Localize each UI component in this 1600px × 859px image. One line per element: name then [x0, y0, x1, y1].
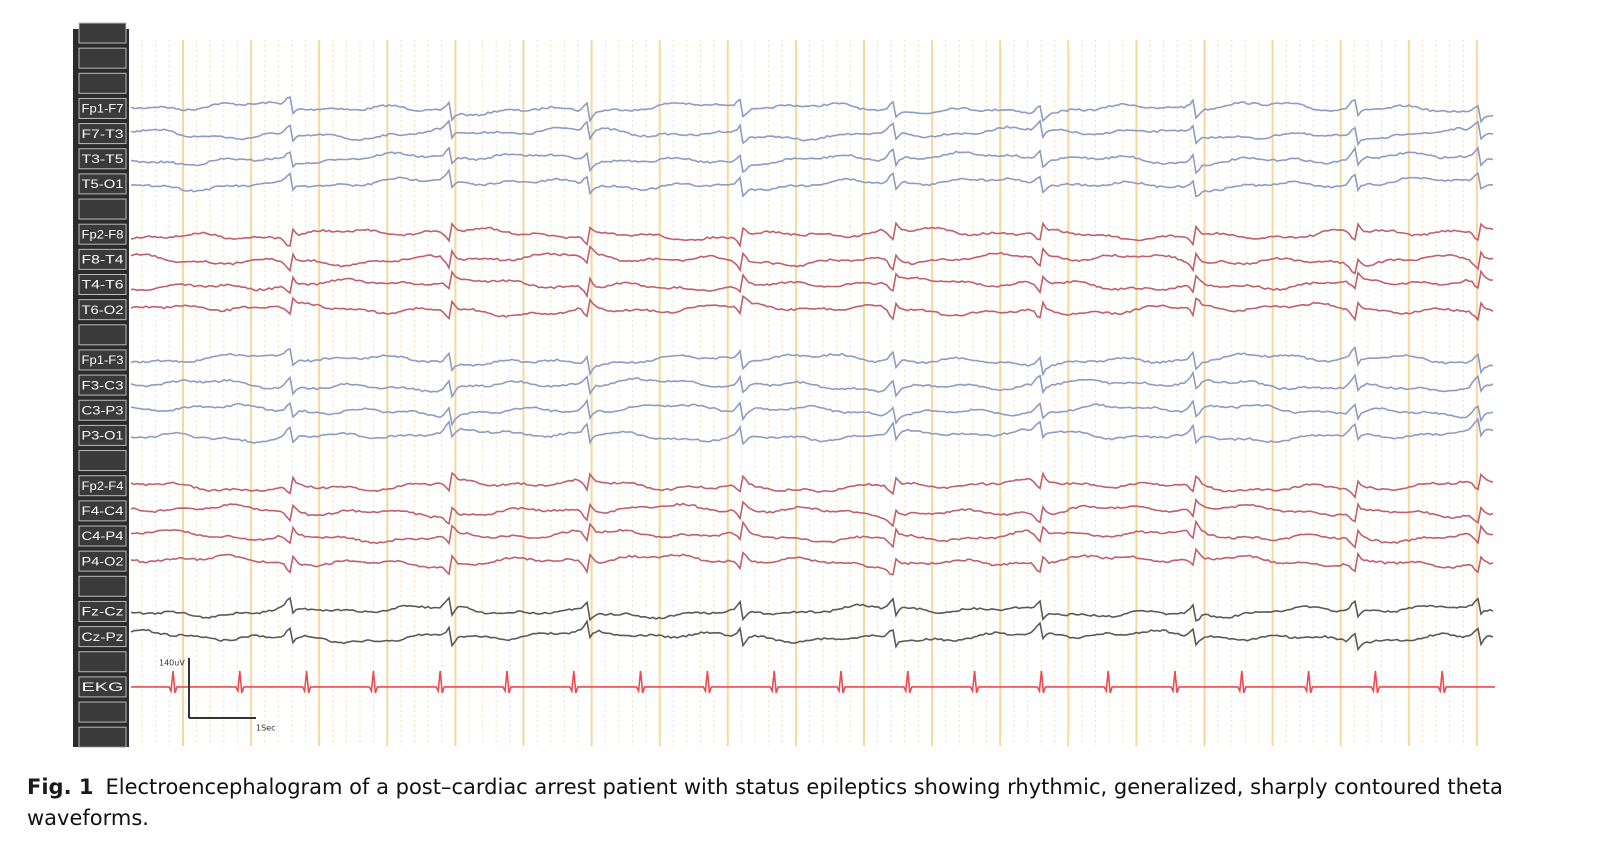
empty-row [78, 324, 127, 346]
eeg-trace [130, 221, 1494, 248]
channel-label: Fp1-F7 [82, 102, 124, 116]
channel-label: T6-O2 [82, 303, 124, 317]
channel-box [78, 424, 127, 446]
channel-box [78, 500, 127, 522]
empty-row [78, 651, 127, 673]
eeg-trace [130, 168, 1494, 198]
channel-label: T3-T5 [82, 152, 124, 166]
channel-label: F4-C4 [82, 504, 124, 518]
eeg-trace [130, 294, 1494, 322]
channel-label: Fp1-F3 [82, 353, 124, 367]
scale-amplitude: 140uV [159, 659, 185, 668]
channel-label: Fz-Cz [82, 605, 124, 619]
empty-row [78, 72, 127, 94]
channel-box [78, 173, 127, 195]
channel-label: Fp2-F8 [82, 227, 124, 241]
channel-label: Cz-Pz [82, 630, 124, 644]
empty-row [78, 47, 127, 69]
channel-box [78, 676, 127, 698]
ekg-trace [131, 670, 1495, 694]
eeg-trace [130, 269, 1494, 299]
channel-label: T4-T6 [82, 278, 124, 292]
channel-box [78, 374, 127, 396]
eeg-trace [130, 471, 1494, 500]
eeg-trace [130, 596, 1494, 622]
channel-box [78, 475, 127, 497]
scale-time: 1Sec [256, 724, 276, 733]
channel-box [78, 349, 127, 371]
eeg-figure: Fp1-F7 F7-T3 T3-T5 T5-O1 Fp2-F8 F8-T4 T4-T6 T6-… [73, 22, 1495, 748]
channel-box [78, 626, 127, 648]
empty-row [78, 701, 127, 723]
empty-row [78, 726, 127, 748]
caption-text: Electroencephalogram of a post–cardiac a… [27, 775, 1503, 830]
channel-box [78, 148, 127, 170]
caption-label: Fig. 1 [27, 775, 94, 799]
caption: Fig. 1 Electroencephalogram of a post–car… [27, 772, 1557, 834]
channel-box [78, 399, 127, 421]
eeg-trace [130, 619, 1494, 652]
channel-label: C4-P4 [82, 529, 124, 543]
eeg-trace [130, 547, 1494, 576]
empty-row [78, 450, 127, 472]
channel-label: C3-P3 [82, 403, 124, 417]
channel-box [78, 123, 127, 145]
empty-row [78, 575, 127, 597]
channel-box [78, 600, 127, 622]
channel-label: F3-C3 [82, 378, 124, 392]
channel-label: F7-T3 [82, 127, 124, 141]
empty-row [78, 22, 127, 44]
channel-box [78, 248, 127, 270]
empty-row [78, 198, 127, 220]
eeg-trace [130, 519, 1494, 550]
channel-label: Fp2-F4 [82, 479, 124, 493]
eeg-trace [130, 417, 1494, 446]
channel-label: P3-O1 [82, 429, 124, 443]
channel-box [78, 97, 127, 119]
channel-box [78, 299, 127, 321]
channel-label: F8-T4 [82, 253, 124, 267]
channel-label: P4-O2 [82, 554, 124, 568]
eeg-trace [130, 146, 1494, 175]
eeg-trace [130, 244, 1494, 275]
channel-label: EKG [82, 680, 124, 694]
eeg-trace [130, 95, 1494, 124]
channel-box [78, 550, 127, 572]
channel-label: T5-O1 [82, 177, 124, 191]
channel-box [78, 525, 127, 547]
eeg-trace [130, 497, 1494, 528]
channel-box [78, 223, 127, 245]
channel-box [78, 274, 127, 295]
eeg-trace [130, 119, 1494, 147]
eeg-trace [130, 398, 1494, 427]
eeg-trace [130, 370, 1494, 399]
eeg-trace [130, 345, 1494, 377]
